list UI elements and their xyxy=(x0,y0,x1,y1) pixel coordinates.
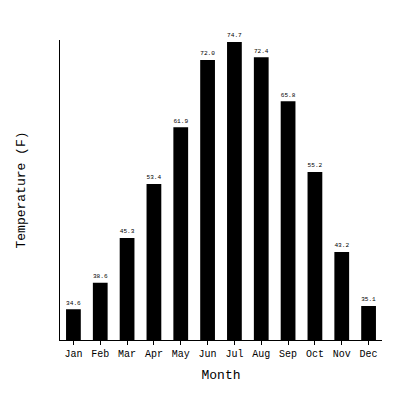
svg-text:45.3: 45.3 xyxy=(120,228,135,235)
svg-text:Jan: Jan xyxy=(64,349,82,360)
svg-text:Nov: Nov xyxy=(333,349,351,360)
svg-text:61.9: 61.9 xyxy=(173,118,188,125)
svg-text:Jul: Jul xyxy=(225,349,243,360)
svg-text:Jun: Jun xyxy=(199,349,217,360)
svg-text:Oct: Oct xyxy=(306,349,324,360)
svg-text:35.1: 35.1 xyxy=(361,296,376,303)
svg-text:74.7: 74.7 xyxy=(227,32,242,39)
svg-text:55.2: 55.2 xyxy=(308,162,323,169)
svg-text:53.4: 53.4 xyxy=(147,174,162,181)
svg-text:34.6: 34.6 xyxy=(66,300,81,307)
svg-text:Aug: Aug xyxy=(252,349,270,360)
svg-text:May: May xyxy=(172,349,190,360)
svg-text:Apr: Apr xyxy=(145,349,163,360)
svg-text:Mar: Mar xyxy=(118,349,136,360)
svg-text:Month: Month xyxy=(201,368,240,383)
svg-text:43.2: 43.2 xyxy=(334,242,349,249)
svg-text:Sep: Sep xyxy=(279,349,297,360)
svg-text:Feb: Feb xyxy=(91,349,109,360)
svg-text:Temperature (F): Temperature (F) xyxy=(14,131,29,248)
svg-text:38.6: 38.6 xyxy=(93,273,108,280)
svg-text:65.8: 65.8 xyxy=(281,92,296,99)
svg-text:72.4: 72.4 xyxy=(254,48,269,55)
svg-text:Dec: Dec xyxy=(360,349,378,360)
svg-text:72.0: 72.0 xyxy=(200,50,215,57)
